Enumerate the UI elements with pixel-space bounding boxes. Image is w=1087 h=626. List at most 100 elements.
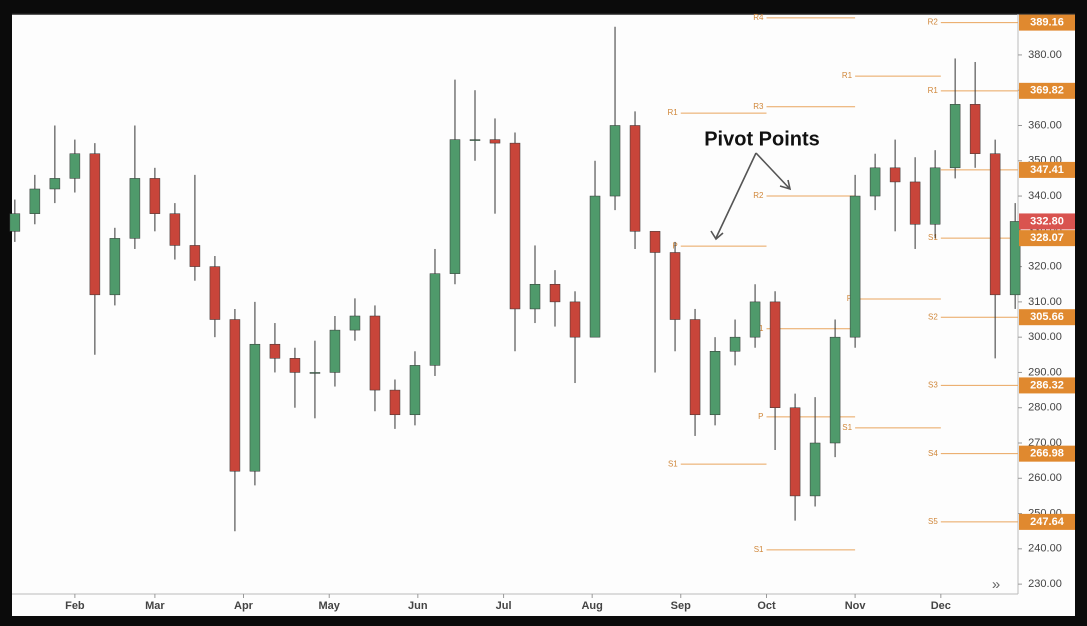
price-box <box>1019 377 1075 394</box>
pivot-label: R1 <box>928 86 939 95</box>
pivot-label: S1 <box>842 423 852 432</box>
arrow-head <box>710 230 724 241</box>
x-tick-label: Jul <box>496 600 512 612</box>
candle-body <box>549 283 561 303</box>
candle-body <box>629 125 641 232</box>
last-price-label: 332.80 <box>1030 215 1064 227</box>
candle-body <box>9 213 21 232</box>
x-tick-label: Nov <box>845 600 867 612</box>
candle-body <box>969 104 981 154</box>
candle-body <box>389 389 401 416</box>
candle-body <box>409 365 421 416</box>
y-tick-label: 260.00 <box>1028 472 1062 484</box>
pivot-label: S1 <box>754 545 764 554</box>
candle-body <box>269 343 281 359</box>
candle-body <box>289 358 301 373</box>
pivot-label: R2 <box>753 191 764 200</box>
x-tick-label: Oct <box>757 600 776 612</box>
candle-body <box>249 343 261 472</box>
pivot-label: P <box>758 412 763 421</box>
x-tick-label: Jun <box>408 600 428 612</box>
arrow <box>715 152 757 239</box>
candle-body <box>789 407 801 497</box>
pivot-label: S1 <box>928 233 938 242</box>
x-tick-label: Mar <box>145 600 165 612</box>
candle-body <box>649 231 661 253</box>
price-box-label: 389.16 <box>1030 17 1064 29</box>
candle-body <box>369 315 381 391</box>
y-tick-label: 290.00 <box>1028 366 1062 378</box>
candle-body <box>149 178 161 214</box>
candle-body <box>769 301 781 408</box>
scroll-button[interactable]: » <box>992 576 1000 593</box>
pivot-label: S2 <box>928 312 938 321</box>
candle-body <box>609 125 621 197</box>
candle-body <box>509 142 521 310</box>
pivot-label: R4 <box>753 13 764 22</box>
candle-body <box>849 195 861 338</box>
pivot-label: R1 <box>842 71 853 80</box>
y-tick-label: 320.00 <box>1028 261 1062 273</box>
x-tick-label: May <box>319 600 341 612</box>
candle-body <box>869 167 881 197</box>
y-tick-label: 280.00 <box>1028 402 1062 414</box>
candle-body <box>829 336 841 444</box>
pivot-label: S1 <box>668 459 678 468</box>
candle-body <box>209 266 221 320</box>
candle-body <box>229 319 241 472</box>
pivot-label: S4 <box>928 449 938 458</box>
candle-body <box>429 273 441 366</box>
candle-body <box>729 336 741 352</box>
candle-body <box>989 153 1001 296</box>
price-box-label: 247.64 <box>1030 516 1065 528</box>
candle-body <box>309 372 321 374</box>
plot-layer: 230.00240.00250.00260.00270.00280.00290.… <box>9 13 1075 612</box>
candle-body <box>89 153 101 296</box>
candle-body <box>449 139 461 274</box>
candle-body <box>489 139 501 144</box>
price-box-label: 369.82 <box>1030 85 1064 97</box>
candle-body <box>189 245 201 267</box>
candle-body <box>949 104 961 169</box>
candle-body <box>329 329 341 373</box>
x-tick-label: Feb <box>65 600 85 612</box>
annotation-arrows <box>710 152 792 241</box>
chart-panel <box>12 14 1075 616</box>
candle-body <box>749 301 761 338</box>
candle-body <box>169 213 181 246</box>
pivot-label: S3 <box>928 381 938 390</box>
y-tick-label: 310.00 <box>1028 296 1062 308</box>
x-tick-label: Dec <box>931 600 951 612</box>
candle-body <box>109 238 121 296</box>
candle-body <box>69 153 81 179</box>
arrow <box>755 152 790 189</box>
price-box-label: 286.32 <box>1030 379 1064 391</box>
candle-body <box>809 442 821 497</box>
pivot-label: R2 <box>928 18 939 27</box>
candle-body <box>1009 221 1021 296</box>
candle-body <box>129 178 141 239</box>
price-box <box>1019 82 1075 99</box>
pivot-label: R1 <box>668 108 679 117</box>
candle-body <box>29 188 41 214</box>
price-box-label: 305.66 <box>1030 311 1064 323</box>
price-box <box>1019 513 1075 530</box>
candle-body <box>529 283 541 310</box>
candle-body <box>889 167 901 183</box>
y-tick-label: 380.00 <box>1028 49 1062 61</box>
y-tick-label: 230.00 <box>1028 578 1062 590</box>
y-tick-label: 300.00 <box>1028 331 1062 343</box>
candle-body <box>349 315 361 331</box>
y-tick-label: 360.00 <box>1028 119 1062 131</box>
candle-body <box>909 181 921 225</box>
price-box <box>1019 14 1075 31</box>
y-tick-label: 240.00 <box>1028 543 1062 555</box>
candle-body <box>469 139 481 141</box>
last-price-box <box>1019 213 1075 230</box>
pivot-label: R3 <box>753 102 764 111</box>
arrow-head <box>779 179 792 191</box>
price-box <box>1019 161 1075 178</box>
pivot-label: S5 <box>928 517 938 526</box>
y-tick-label: 340.00 <box>1028 190 1062 202</box>
